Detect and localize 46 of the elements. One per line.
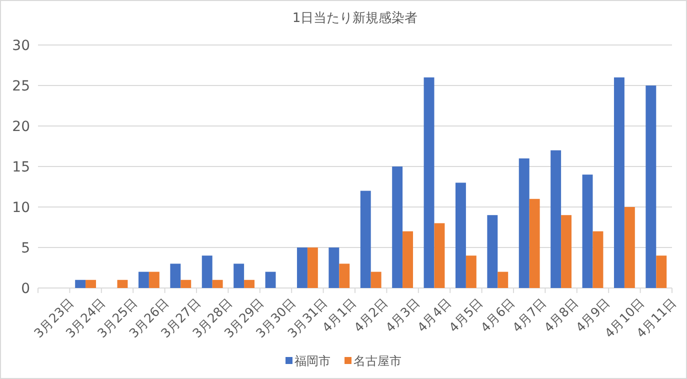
bar — [360, 190, 371, 288]
bar — [402, 231, 414, 288]
bar — [180, 280, 192, 288]
bar — [212, 280, 223, 288]
bar — [518, 158, 530, 288]
bar — [434, 223, 445, 288]
bar — [487, 215, 498, 288]
bar — [646, 86, 656, 288]
bar — [117, 280, 128, 288]
bar — [170, 264, 181, 288]
bar — [75, 280, 86, 288]
bar — [296, 248, 308, 288]
bar — [307, 248, 318, 288]
bar — [550, 150, 562, 288]
bar — [392, 166, 403, 288]
bar — [624, 207, 635, 288]
bar — [202, 256, 212, 288]
y-tick-label: 5 — [21, 240, 30, 256]
bar — [592, 231, 604, 288]
y-tick-label: 15 — [12, 160, 30, 176]
y-tick-label: 25 — [12, 78, 30, 94]
bar — [424, 77, 434, 288]
y-tick-label: 10 — [12, 200, 30, 216]
bar — [328, 248, 340, 288]
bar — [86, 280, 96, 288]
chart-title: 1日当たり新規感染者 — [292, 11, 418, 26]
bar — [265, 272, 276, 288]
bar — [234, 264, 244, 288]
bar — [614, 77, 624, 288]
bar — [582, 174, 593, 288]
bar — [339, 264, 350, 288]
bar — [455, 182, 466, 288]
bar — [529, 198, 540, 288]
bar — [498, 272, 508, 288]
y-tick-label: 20 — [12, 119, 30, 135]
y-tick-label: 0 — [21, 281, 30, 297]
legend-label: 福岡市 — [294, 354, 330, 368]
bar — [561, 215, 572, 288]
y-tick-label: 30 — [12, 38, 30, 54]
bar — [370, 272, 382, 288]
legend-label: 名古屋市 — [354, 354, 402, 368]
bar — [244, 280, 255, 288]
bar — [138, 272, 149, 288]
bar — [466, 256, 476, 288]
bar — [656, 256, 667, 288]
bar — [148, 272, 160, 288]
